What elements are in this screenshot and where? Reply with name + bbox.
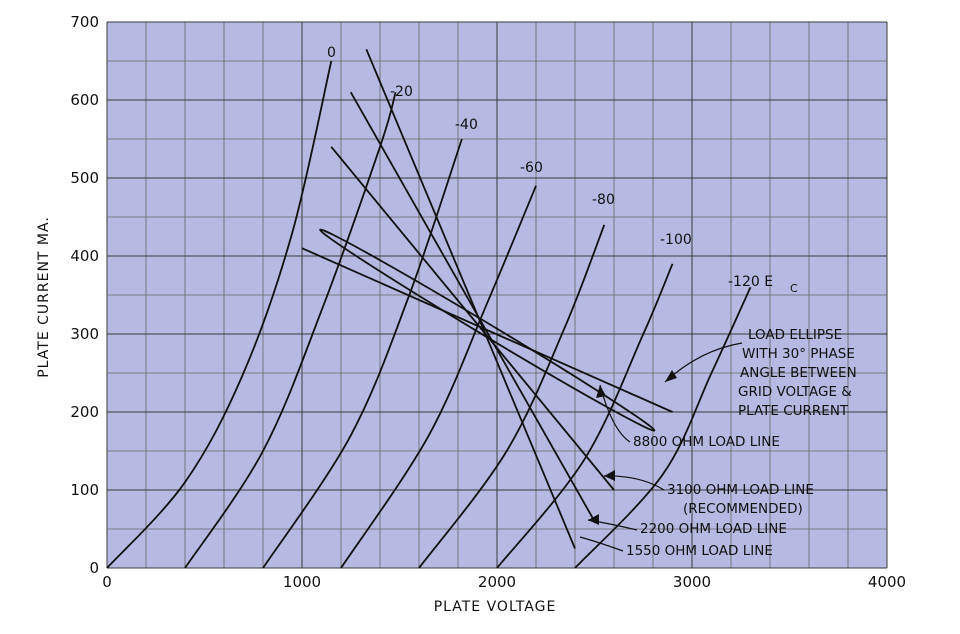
x-tick-label: 3000 (673, 573, 711, 591)
grid-curve-2 (262, 138, 463, 569)
annotations: LOAD ELLIPSE WITH 30° PHASE ANGLE BETWEE… (579, 327, 857, 559)
y-tick-label: 300 (70, 325, 99, 343)
x-tick-label: 2000 (478, 573, 516, 591)
curve-label-0: 0 (327, 45, 336, 61)
note-2200-ohm: 2200 OHM LOAD LINE (640, 521, 787, 537)
curve-label-minus-40: -40 (455, 117, 478, 133)
curve-label-minus-60: -60 (520, 160, 543, 176)
grid-curve-6 (574, 286, 752, 569)
note-3100-ohm: 3100 OHM LOAD LINE (667, 482, 814, 498)
ellipse-note-line-4: GRID VOLTAGE & (738, 384, 852, 400)
arrow-3100-ohm (604, 470, 615, 481)
note-3100-recommended: (RECOMMENDED) (683, 501, 803, 517)
y-tick-label: 400 (70, 247, 99, 265)
curve-label-minus-120: -120 E (728, 274, 773, 290)
curve-labels: 0 -20 -40 -60 -80 -100 -120 E C (327, 45, 798, 295)
grid-curve-1 (184, 91, 397, 569)
note-8800-ohm: 8800 OHM LOAD LINE (633, 434, 780, 450)
x-axis-title: PLATE VOLTAGE (434, 599, 557, 615)
curve-label-subscript-c: C (790, 282, 798, 295)
ellipse-note-line-3: ANGLE BETWEEN (740, 365, 857, 381)
grid-curve-4 (418, 224, 606, 569)
y-tick-label: 700 (70, 13, 99, 31)
y-tick-label: 100 (70, 481, 99, 499)
grid-curve-5 (496, 263, 674, 569)
y-tick-label: 600 (70, 91, 99, 109)
grid-curve-3 (340, 185, 537, 569)
curve-label-minus-100: -100 (660, 232, 692, 248)
y-axis-title: PLATE CURRENT MA. (36, 216, 52, 378)
arrow-ellipse-note (665, 370, 677, 382)
ellipse-note-line-2: WITH 30° PHASE (742, 346, 855, 362)
arrow-2200-ohm (588, 514, 599, 525)
ellipse-note-line-1: LOAD ELLIPSE (748, 327, 842, 343)
tick-labels: 0 1000 2000 3000 4000 0 100 200 300 400 500 600 700 (70, 13, 906, 591)
x-tick-label: 4000 (868, 573, 906, 591)
x-tick-label: 1000 (283, 573, 321, 591)
leader-1550-ohm (579, 536, 624, 552)
ellipse-note-line-5: PLATE CURRENT (738, 403, 849, 419)
arrow-8800-ohm (596, 385, 606, 398)
grid-curve-0 (106, 60, 333, 569)
curve-label-minus-20: -20 (390, 84, 413, 100)
note-1550-ohm: 1550 OHM LOAD LINE (626, 543, 773, 559)
load-lines (301, 48, 673, 549)
grid-voltage-curves (106, 60, 752, 569)
x-tick-label: 0 (102, 573, 112, 591)
load-line-2 (349, 91, 596, 522)
load-ellipse (319, 228, 656, 432)
load-line-1 (330, 146, 615, 491)
y-tick-label: 500 (70, 169, 99, 187)
load-line-3 (365, 48, 576, 549)
y-tick-label: 200 (70, 403, 99, 421)
y-tick-label: 0 (89, 559, 99, 577)
load-ellipse-group (319, 228, 656, 432)
load-line-0 (301, 247, 673, 413)
curve-label-minus-80: -80 (592, 192, 615, 208)
